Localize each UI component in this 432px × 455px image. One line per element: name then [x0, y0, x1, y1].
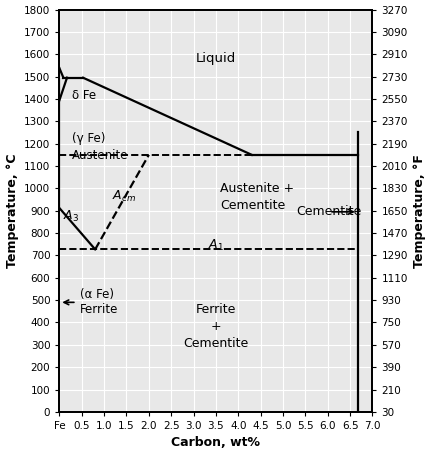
Text: Cementite: Cementite: [296, 205, 362, 218]
Text: $A_3$: $A_3$: [63, 209, 79, 224]
Text: (α Fe)
Ferrite: (α Fe) Ferrite: [64, 288, 118, 316]
Text: (γ Fe)
Austenite: (γ Fe) Austenite: [72, 132, 128, 162]
Y-axis label: Temperature, °F: Temperature, °F: [413, 154, 426, 268]
Text: Austenite +
Cementite: Austenite + Cementite: [220, 182, 295, 212]
X-axis label: Carbon, wt%: Carbon, wt%: [172, 436, 260, 450]
Text: $A_{cm}$: $A_{cm}$: [112, 189, 136, 204]
Y-axis label: Temperature, °C: Temperature, °C: [6, 153, 19, 268]
Text: δ Fe: δ Fe: [72, 89, 96, 102]
Text: Ferrite
+
Cementite: Ferrite + Cementite: [183, 303, 248, 350]
Text: Liquid: Liquid: [196, 52, 236, 65]
Text: $A_1$: $A_1$: [208, 238, 224, 253]
